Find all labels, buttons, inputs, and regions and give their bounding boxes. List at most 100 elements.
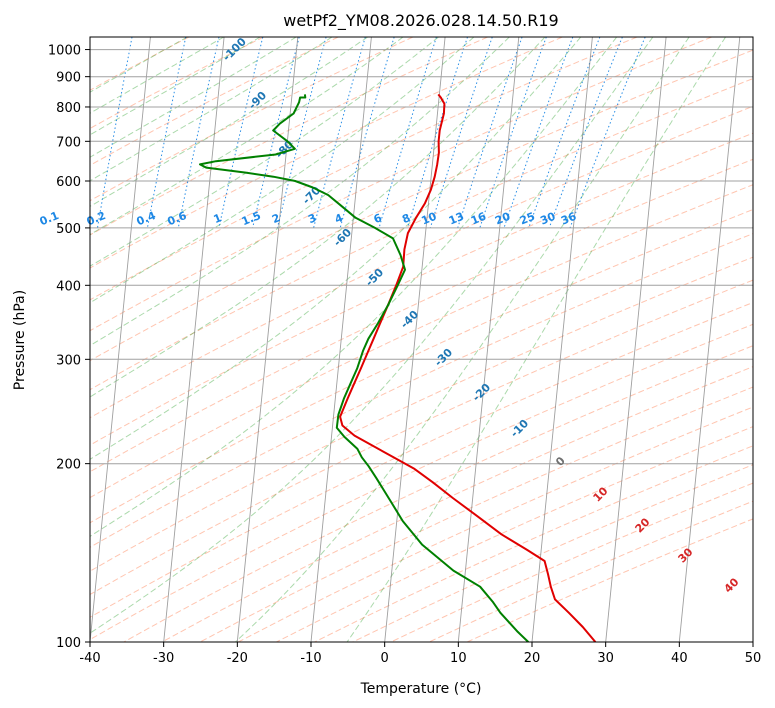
mixing-ratio-line	[548, 37, 623, 229]
y-tick-label: 1000	[48, 44, 81, 59]
grid-lines	[90, 37, 753, 642]
dry-adiabat-line	[199, 386, 753, 642]
isotherm-line	[531, 37, 593, 642]
dry-adiabat-line	[90, 132, 753, 446]
isotherm-line	[605, 37, 667, 642]
y-tick-label: 100	[56, 636, 81, 651]
y-axis-label: Pressure (hPa)	[12, 290, 28, 390]
mixing-ratio-label: 10	[419, 210, 438, 228]
moist-adiabat-line	[90, 37, 225, 114]
mixing-ratio-line	[479, 37, 547, 229]
temperature-line	[339, 93, 597, 642]
x-tick-label: 50	[745, 651, 762, 666]
mixing-ratio-line	[457, 37, 523, 229]
moist-adiabat-line	[90, 37, 582, 460]
x-tick-label: 40	[671, 651, 688, 666]
isotherm-line	[457, 37, 520, 642]
dry-adiabat-line	[90, 37, 712, 332]
dry-adiabat-line	[90, 105, 753, 419]
dry-adiabat-line	[90, 184, 753, 499]
mixing-ratio-line	[313, 37, 366, 229]
x-tick-label: -10	[300, 651, 321, 666]
mixing-ratio-label: 3	[306, 211, 318, 226]
isotherm-line	[163, 37, 225, 642]
mixing-ratio-line	[177, 37, 220, 228]
mixing-ratio-label: 2	[270, 211, 282, 226]
dry-adiabat-line	[90, 37, 563, 269]
y-tick-label: 500	[56, 222, 81, 237]
dry-adiabat-line	[90, 37, 414, 202]
mixing-ratio-line	[252, 37, 300, 229]
mixing-ratio-lines	[97, 37, 646, 229]
moist-adiabat-line	[90, 37, 404, 236]
y-tick-label: 200	[56, 458, 81, 473]
dry-adiabat-line	[90, 323, 753, 641]
isotherm-line	[678, 37, 741, 642]
mixing-ratio-line	[339, 37, 395, 229]
mixing-ratio-line	[146, 37, 187, 228]
mixing-ratio-line	[429, 37, 493, 229]
dry-adiabat-line	[123, 345, 753, 642]
mixing-ratio-line	[407, 37, 468, 229]
x-tick-label: 30	[597, 651, 614, 666]
moist-adiabat-line	[90, 37, 188, 93]
dry-adiabat-line	[90, 49, 753, 362]
y-tick-label: 900	[56, 71, 81, 86]
y-tick-label: 400	[56, 279, 81, 294]
moist-adiabat-line	[90, 37, 510, 347]
isotherm-line	[236, 37, 299, 642]
series-group	[199, 93, 597, 642]
axes: -40 -30 -20 -10 0 10 20 30 40 50 100 200 300 400 500 60…	[48, 44, 761, 666]
dry-adiabat-line	[90, 158, 753, 473]
dry-adiabat-line	[90, 37, 488, 236]
mixing-ratio-line	[378, 37, 437, 229]
moist-adiabat-line	[90, 37, 261, 136]
background-lines	[90, 37, 753, 642]
x-tick-label: 20	[524, 651, 541, 666]
isotherm-line	[384, 37, 446, 642]
y-tick-label: 700	[56, 135, 81, 150]
y-tick-label: 600	[56, 175, 81, 190]
mixing-ratio-label: 30	[538, 210, 557, 228]
moist-adiabat-line	[235, 37, 690, 642]
mixing-ratio-line	[276, 37, 327, 229]
mixing-ratio-line	[569, 37, 646, 229]
chart-title: wetPf2_YM08.2026.028.14.50.R19	[283, 11, 558, 31]
moist-adiabat-line	[90, 37, 439, 267]
mixing-ratio-line	[218, 37, 264, 229]
moist-adiabat-line	[90, 37, 368, 207]
mixing-ratio-label: 25	[518, 210, 537, 228]
x-tick-label: -20	[227, 651, 248, 666]
mixing-ratio-label: 36	[559, 210, 578, 228]
moist-adiabat-line	[90, 37, 475, 304]
mixing-ratio-label: 16	[469, 210, 488, 228]
moist-adiabat-line	[90, 37, 297, 158]
mixing-ratio-line	[528, 37, 601, 229]
moist-adiabat-line	[90, 37, 546, 398]
x-tick-label: -30	[153, 651, 174, 666]
x-tick-label: 0	[381, 651, 389, 666]
y-tick-label: 800	[56, 101, 81, 116]
y-tick-label: 300	[56, 353, 81, 368]
mixing-ratio-label: 20	[493, 210, 512, 228]
mixing-ratio-line	[503, 37, 574, 229]
mixing-ratio-label: 1	[212, 211, 224, 226]
dewpoint-line	[199, 94, 529, 642]
x-axis-label: Temperature (°C)	[360, 681, 482, 697]
isotherm-line	[90, 37, 151, 642]
plot-frame	[89, 36, 754, 643]
mixing-ratio-label: 8	[400, 211, 412, 226]
dry-adiabat-line	[90, 37, 339, 166]
dry-adiabat-line	[90, 279, 753, 596]
mixing-ratio-label: 13	[447, 210, 466, 228]
moist-adiabat-line	[90, 37, 654, 634]
dry-adiabat-line	[90, 78, 753, 391]
x-tick-label: 10	[450, 651, 467, 666]
dry-adiabat-line	[90, 37, 264, 130]
moist-adiabat-line	[346, 37, 727, 642]
dry-adiabat-line	[90, 233, 753, 548]
isotherm-line	[310, 37, 372, 642]
x-tick-label: -40	[79, 651, 100, 666]
